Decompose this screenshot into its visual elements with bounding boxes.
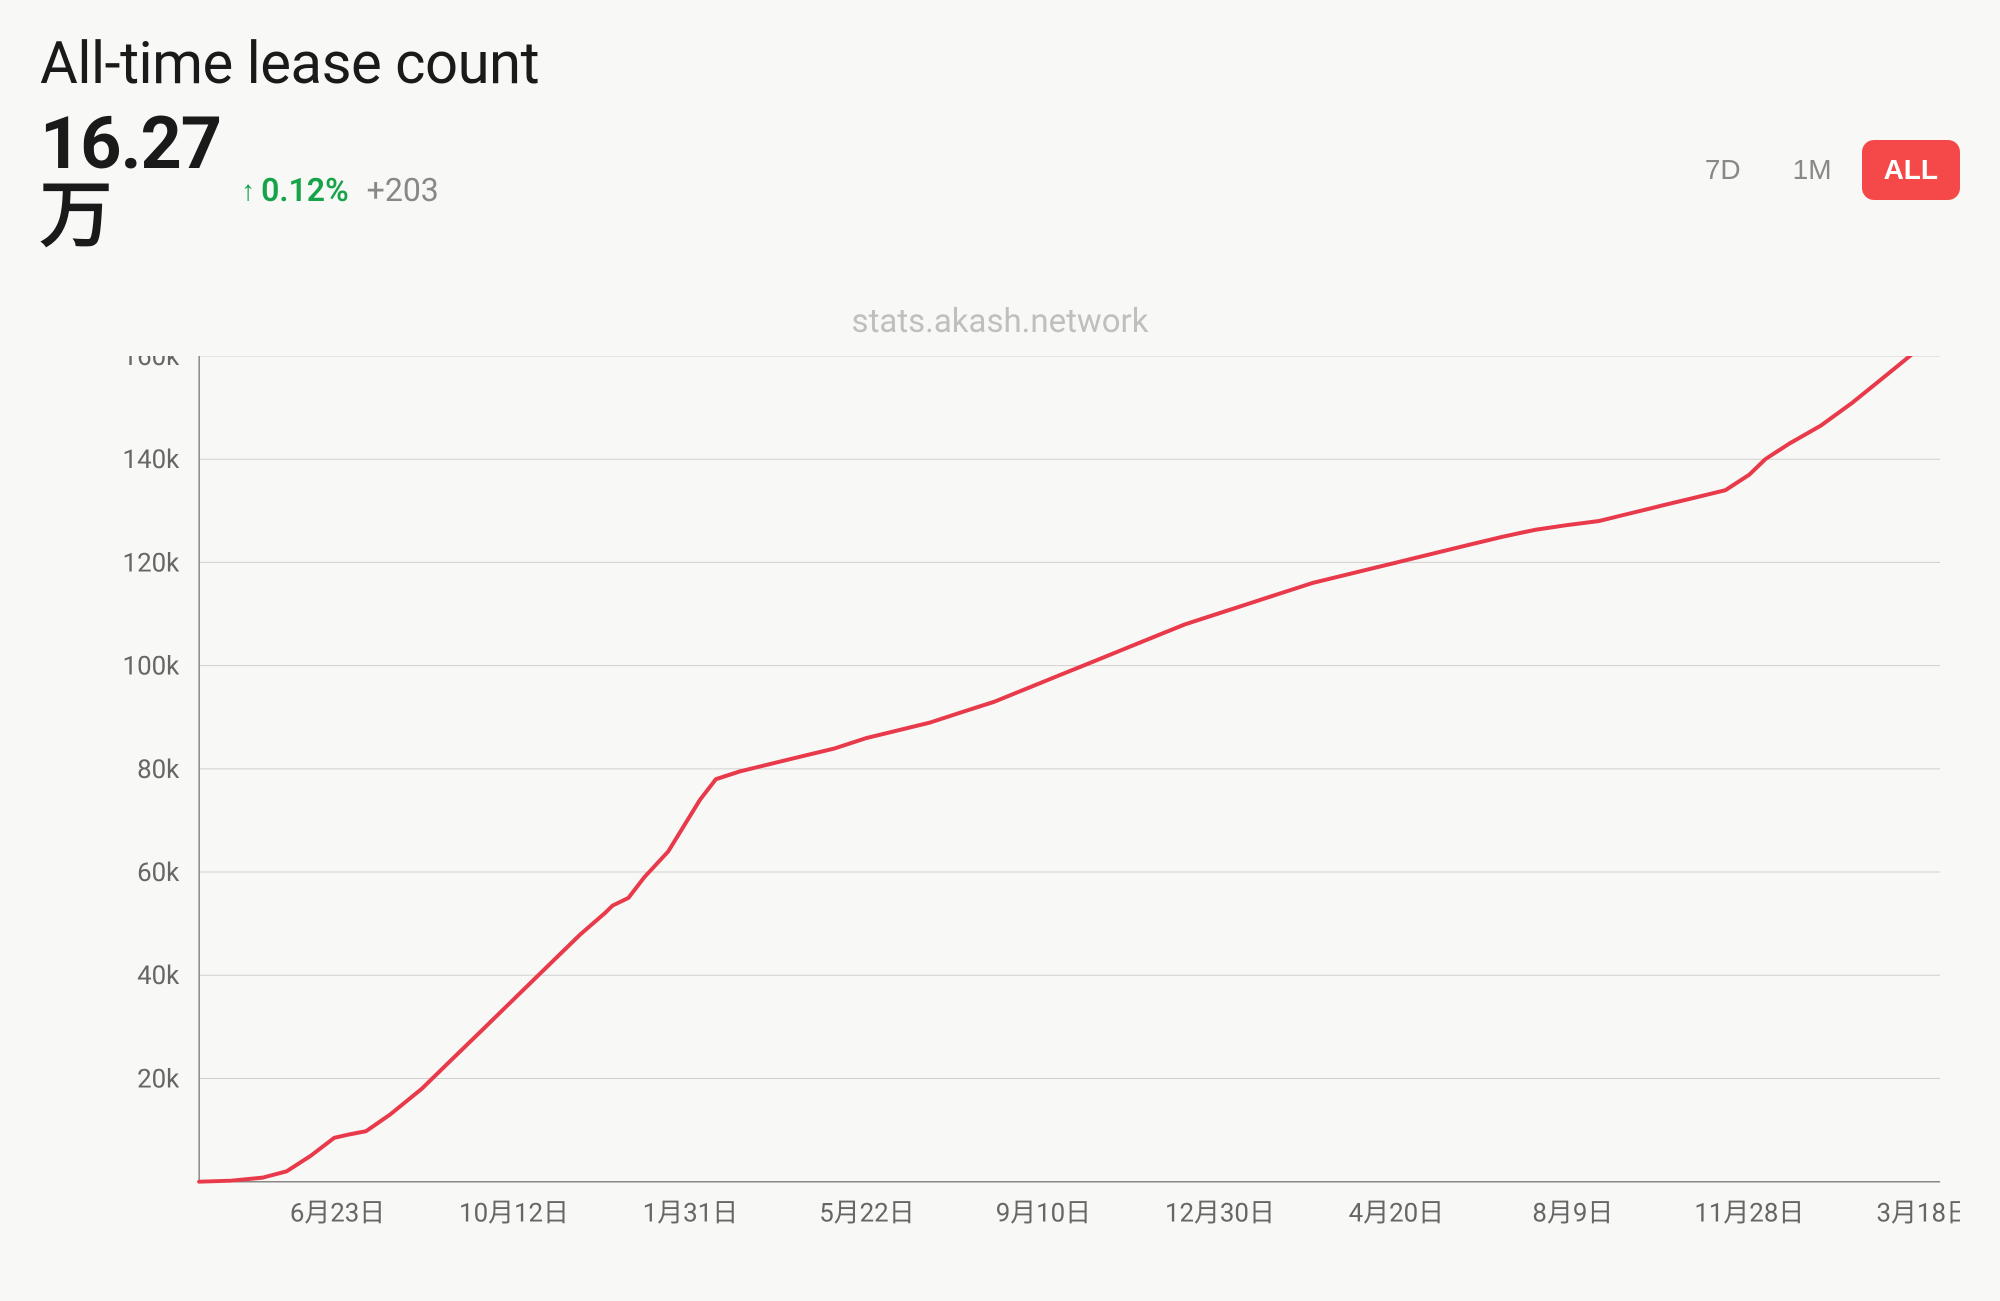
- arrow-up-icon: ↑: [241, 174, 255, 207]
- range-btn-7d[interactable]: 7D: [1683, 140, 1763, 200]
- primary-stat-unit: 万: [40, 180, 221, 252]
- svg-text:1月31日: 1月31日: [643, 1198, 738, 1228]
- svg-text:140k: 140k: [123, 445, 181, 475]
- change-absolute: +203: [367, 171, 439, 209]
- change-group: ↑ 0.12% +203: [241, 171, 439, 209]
- svg-text:9月10日: 9月10日: [996, 1198, 1091, 1228]
- watermark: stats.akash.network: [40, 302, 1960, 341]
- svg-text:3月18日: 3月18日: [1877, 1198, 1960, 1228]
- header-left: All-time lease count 16.27 万 ↑ 0.12% +20…: [40, 30, 539, 252]
- svg-text:12月30日: 12月30日: [1165, 1198, 1275, 1228]
- svg-text:11月28日: 11月28日: [1694, 1198, 1804, 1228]
- svg-text:120k: 120k: [123, 548, 181, 578]
- svg-text:4月20日: 4月20日: [1349, 1198, 1444, 1228]
- svg-text:20k: 20k: [137, 1064, 180, 1094]
- change-percent-value: 0.12%: [261, 171, 349, 209]
- svg-text:6月23日: 6月23日: [290, 1198, 385, 1228]
- primary-stat-value: 16.27: [40, 108, 221, 180]
- chart-container: 20k 40k 60k 80k 100k 120k 140k 160k 6月23日 10月12日 1…: [40, 356, 1960, 1251]
- svg-text:5月22日: 5月22日: [819, 1198, 914, 1228]
- range-btn-all[interactable]: ALL: [1862, 140, 1960, 200]
- svg-text:10月12日: 10月12日: [459, 1198, 569, 1228]
- svg-text:40k: 40k: [137, 961, 180, 991]
- primary-stat: 16.27 万: [40, 108, 221, 252]
- line-chart: 20k 40k 60k 80k 100k 120k 140k 160k 6月23日 10月12日 1…: [40, 356, 1960, 1251]
- svg-text:100k: 100k: [123, 652, 181, 682]
- range-selector: 7D 1M ALL: [1683, 140, 1960, 200]
- svg-text:80k: 80k: [137, 755, 180, 785]
- header: All-time lease count 16.27 万 ↑ 0.12% +20…: [40, 30, 1960, 252]
- svg-text:160k: 160k: [123, 356, 181, 372]
- svg-text:60k: 60k: [137, 858, 180, 888]
- svg-text:8月9日: 8月9日: [1532, 1198, 1613, 1228]
- page-title: All-time lease count: [40, 30, 539, 98]
- range-btn-1m[interactable]: 1M: [1771, 140, 1854, 200]
- stats-row: 16.27 万 ↑ 0.12% +203: [40, 108, 539, 252]
- change-percent: ↑ 0.12%: [241, 171, 349, 209]
